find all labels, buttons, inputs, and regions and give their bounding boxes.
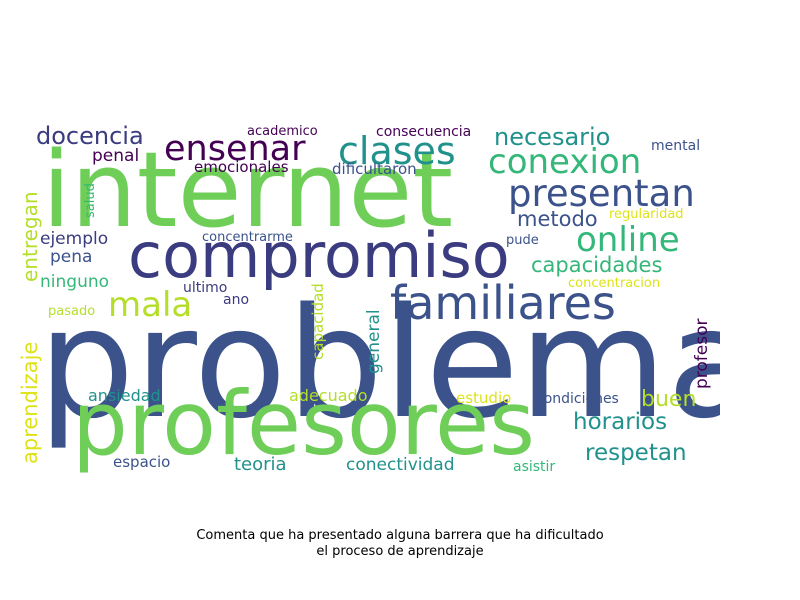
word: necesario [494, 123, 611, 151]
word: estudio [456, 389, 512, 407]
word: profesor [692, 318, 712, 390]
word: ultimo [183, 280, 228, 296]
word: penal [92, 146, 140, 166]
word-cloud: problemas internet profesores compromiso… [20, 120, 720, 480]
word: espacio [113, 453, 171, 471]
word: concentracion [568, 276, 661, 291]
word: profesores [72, 372, 535, 475]
word: familiares [390, 276, 616, 330]
word: pasado [48, 304, 96, 319]
word: aprendizaje [20, 341, 42, 464]
word: conectividad [346, 455, 455, 475]
word: capacidad [309, 283, 327, 360]
word: pude [506, 233, 539, 248]
word: online [576, 220, 680, 260]
word: adecuado [289, 386, 368, 405]
word: ejemplo [40, 229, 109, 249]
word: regularidad [609, 207, 684, 222]
word: metodo [517, 207, 598, 231]
caption-line-2: el proceso de aprendizaje [316, 544, 484, 559]
word: condiciones [536, 391, 619, 407]
chart-caption: Comenta que ha presentado alguna barrera… [0, 528, 800, 560]
word: presentan [508, 172, 695, 215]
word: emocionales [194, 158, 289, 176]
word: entregan [20, 191, 42, 282]
word: problemas [38, 275, 720, 452]
word: general [364, 309, 384, 374]
word: mental [651, 138, 701, 154]
word: consecuencia [376, 124, 472, 140]
word: salud [83, 183, 98, 218]
word: compromiso [128, 219, 510, 292]
word: respetan [585, 440, 687, 466]
word: pena [50, 247, 93, 267]
word: asistir [513, 459, 556, 475]
caption-line-1: Comenta que ha presentado alguna barrera… [196, 528, 604, 543]
word: ano [223, 292, 250, 308]
word: dificultaron [332, 160, 417, 178]
word: academico [247, 124, 318, 139]
word: capacidades [531, 253, 663, 277]
word: ensenar [164, 129, 306, 169]
word: teoria [234, 454, 287, 475]
word: buen [641, 387, 697, 412]
word: internet [42, 129, 454, 251]
word: horarios [573, 409, 668, 435]
word: docencia [36, 122, 144, 150]
word: ansiedad [88, 386, 161, 405]
word: ninguno [40, 272, 110, 292]
word: clases [338, 129, 456, 173]
word: conexion [488, 142, 642, 182]
word: mala [108, 285, 193, 325]
word: concentrarme [202, 230, 293, 245]
